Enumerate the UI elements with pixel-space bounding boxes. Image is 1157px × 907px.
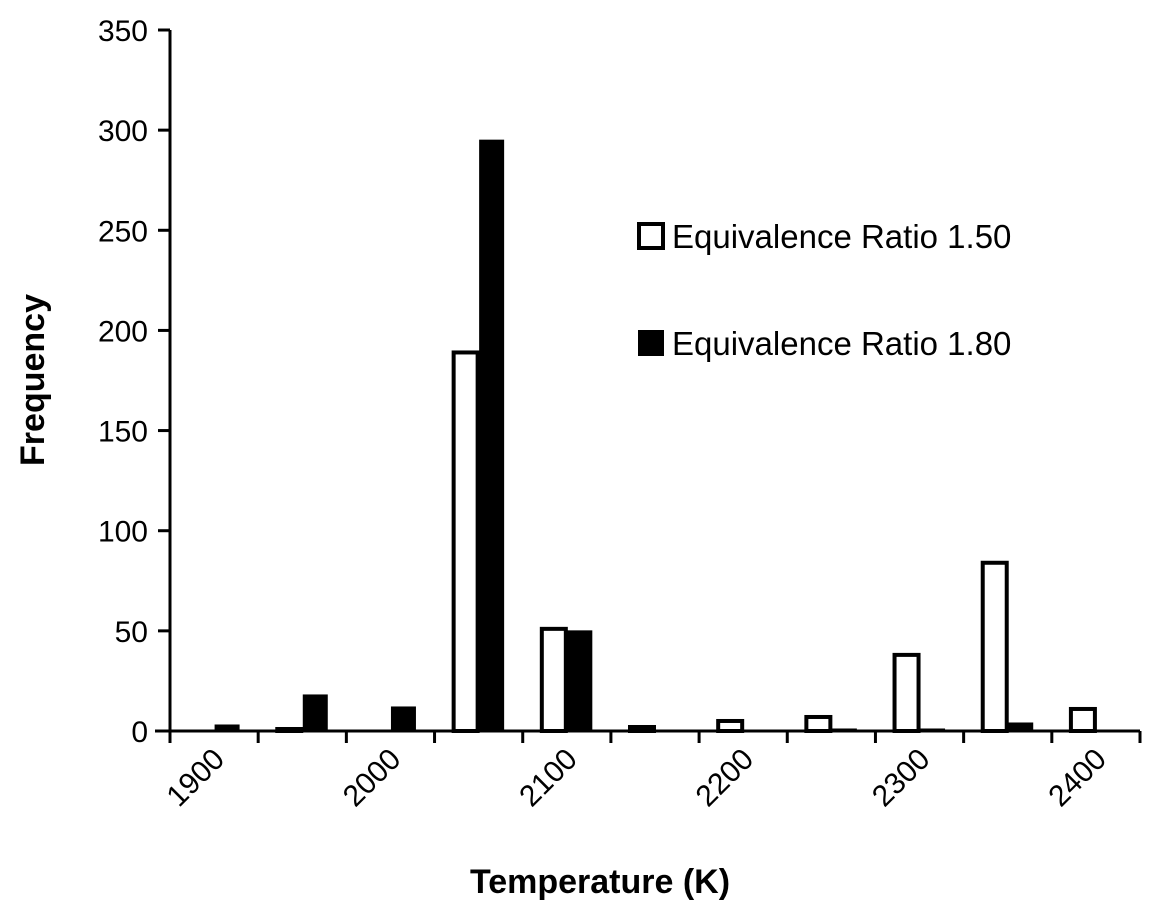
y-tick-label: 150 [98,416,148,449]
x-tick-label: 2000 [337,743,408,814]
bar-series-2 [567,630,593,732]
bar-series-1 [804,714,833,733]
x-tick-label: 2300 [866,743,937,814]
y-tick-label: 250 [98,215,148,248]
legend-swatch-series-2 [638,330,664,356]
bar-series-2 [390,706,416,732]
legend-label-series-2: Equivalence Ratio 1.80 [672,325,1011,362]
y-tick-label: 300 [98,115,148,148]
bar-series-1 [539,626,568,734]
legend-swatch-series-1 [637,222,665,250]
x-axis-title: Temperature (K) [470,863,730,901]
y-tick-label: 200 [98,315,148,348]
x-tick-label: 2200 [690,743,761,814]
bar-series-1 [980,560,1009,734]
bar-series-2 [479,139,505,732]
y-ticks-group: 0 50 100 150 200 250 300 350 [98,15,170,749]
bar-series-1 [451,350,480,733]
axes-group [155,30,1140,733]
x-tick-label: 1900 [161,743,232,814]
y-tick-label: 100 [98,516,148,549]
bar-series-1 [892,652,921,733]
legend-label-series-1: Equivalence Ratio 1.50 [672,218,1011,255]
y-tick-label: 350 [98,15,148,48]
y-tick-label: 0 [131,716,148,749]
y-tick-label: 50 [115,616,148,649]
bars-group [214,139,1097,734]
bar-series-1 [1068,706,1097,733]
x-tick-label: 2400 [1042,743,1113,814]
x-tick-label: 2100 [513,743,584,814]
bar-series-1 [716,718,745,734]
legend: Equivalence Ratio 1.50 Equivalence Ratio… [637,218,1011,362]
y-axis-title: Frequency [14,294,52,466]
x-ticks-group: 1900 2000 2100 2200 2300 2400 [161,731,1142,814]
bar-series-2 [302,694,328,732]
